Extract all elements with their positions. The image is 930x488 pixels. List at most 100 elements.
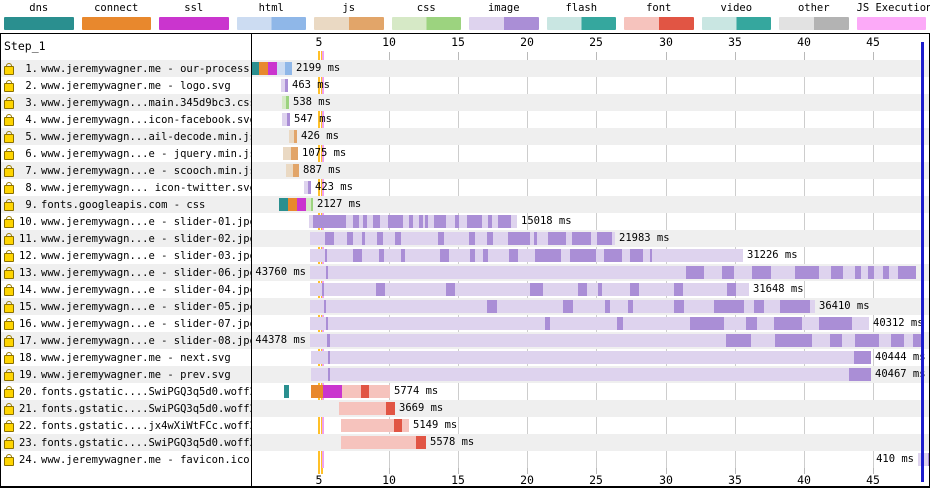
request-url[interactable]: www.jeremywagn...icon-facebook.svg [41,113,251,126]
bar-segment-dl[interactable] [294,130,297,143]
request-url[interactable]: www.jeremywagn...ail-decode.min.js [41,130,251,143]
bar-segment-wait[interactable] [289,130,294,143]
request-url[interactable]: www.jeremywagner.me - next.svg [41,351,231,364]
request-url[interactable]: fonts.googleapis.com - css [41,198,206,211]
bar-segment-ssl[interactable] [297,198,306,211]
bar-segment-dns[interactable] [279,198,288,211]
request-row[interactable]: 22. fonts.gstatic....jx4wXiWtFCc.woff2 [1,417,251,434]
request-row[interactable]: 1. www.jeremywagner.me - our-process [1,60,251,77]
waterfall-row[interactable]: 31648 ms [252,281,929,298]
request-row[interactable]: 10. www.jeremywagn...e - slider-01.jpg [1,213,251,230]
bar-segment-dl[interactable] [286,96,289,109]
request-url[interactable]: www.jeremywagn... icon-twitter.svg [41,181,251,194]
request-url[interactable]: www.jeremywagn...e - slider-05.jpg [41,300,251,313]
request-row[interactable]: 15. www.jeremywagn...e - slider-05.jpg [1,298,251,315]
waterfall-row[interactable]: 538 ms [252,94,929,111]
waterfall-row[interactable]: 423 ms [252,179,929,196]
bar-segment-connect[interactable] [311,385,323,398]
bar-segment-wait[interactable] [286,164,293,177]
bar-segment-wait[interactable] [282,113,287,126]
bar-segment-wait[interactable] [310,334,922,347]
request-url[interactable]: www.jeremywagn...e - jquery.min.js [41,147,251,160]
request-url[interactable]: www.jeremywagn...e - slider-04.jpg [41,283,251,296]
request-row[interactable]: 19. www.jeremywagner.me - prev.svg [1,366,251,383]
request-url[interactable]: www.jeremywagn...e - slider-01.jpg [41,215,251,228]
bar-segment-dl[interactable] [287,113,290,126]
bar-segment-wait[interactable] [311,351,871,364]
bar-segment-wait[interactable] [304,181,308,194]
waterfall-row[interactable]: 40312 ms [252,315,929,332]
bar-segment-wait[interactable] [309,215,517,228]
bar-segment-wait[interactable] [282,96,286,109]
bar-segment-wait[interactable] [310,283,749,296]
request-url[interactable]: fonts.gstatic....SwiPGQ3q5d0.woff2 [41,385,251,398]
request-row[interactable]: 5. www.jeremywagn...ail-decode.min.js [1,128,251,145]
bar-segment-wait[interactable] [342,385,390,398]
waterfall-row[interactable]: 43760 ms [252,264,929,281]
request-row[interactable]: 20. fonts.gstatic....SwiPGQ3q5d0.woff2 [1,383,251,400]
request-url[interactable]: fonts.gstatic....SwiPGQ3q5d0.woff2 [41,402,251,415]
bar-segment-dl[interactable] [285,62,292,75]
request-row[interactable]: 7. www.jeremywagn...e - scooch.min.js [1,162,251,179]
waterfall-row[interactable]: 40444 ms [252,349,929,366]
bar-segment-connect[interactable] [288,198,297,211]
request-url[interactable]: www.jeremywagner.me - favicon.ico [41,453,250,466]
bar-segment-wait[interactable] [310,249,743,262]
request-row[interactable]: 6. www.jeremywagn...e - jquery.min.js [1,145,251,162]
request-url[interactable]: fonts.gstatic....jx4wXiWtFCc.woff2 [41,419,251,432]
bar-segment-wait[interactable] [310,232,615,245]
waterfall-row[interactable]: 426 ms [252,128,929,145]
request-row[interactable]: 8. www.jeremywagn... icon-twitter.svg [1,179,251,196]
request-url[interactable]: www.jeremywagn...main.345d9bc3.css [41,96,251,109]
waterfall-chart[interactable]: 5 10 15 20 25 30 35 40 45 2199 ms 463 ms 538 ms 547… [252,34,929,486]
bar-segment-dl[interactable] [291,147,298,160]
request-url[interactable]: www.jeremywagn...e - slider-06.jpg [41,266,251,279]
bar-segment-dl[interactable] [311,198,313,211]
request-url[interactable]: www.jeremywagn...e - slider-08.jpg [41,334,251,347]
waterfall-row[interactable]: 5149 ms [252,417,929,434]
bar-segment-wait[interactable] [281,79,285,92]
request-url[interactable]: fonts.gstatic....SwiPGQ3q5d0.woff2 [41,436,251,449]
request-url[interactable]: www.jeremywagn...e - slider-07.jpg [41,317,251,330]
waterfall-row[interactable]: 887 ms [252,162,929,179]
waterfall-row[interactable]: 3669 ms [252,400,929,417]
bar-segment-wait[interactable] [310,300,815,313]
waterfall-row[interactable]: 40467 ms [252,366,929,383]
request-row[interactable]: 18. www.jeremywagner.me - next.svg [1,349,251,366]
bar-segment-ssl[interactable] [268,62,277,75]
bar-segment-wait[interactable] [277,62,285,75]
bar-segment-wait[interactable] [341,419,409,432]
request-url[interactable]: www.jeremywagn...e - scooch.min.js [41,164,251,177]
request-row[interactable]: 24. www.jeremywagner.me - favicon.ico [1,451,251,468]
request-url[interactable]: www.jeremywagner.me - logo.svg [41,79,231,92]
request-row[interactable]: 23. fonts.gstatic....SwiPGQ3q5d0.woff2 [1,434,251,451]
waterfall-row[interactable]: 547 ms [252,111,929,128]
waterfall-row[interactable]: 410 ms [252,451,929,468]
request-row[interactable]: 4. www.jeremywagn...icon-facebook.svg [1,111,251,128]
waterfall-row[interactable]: 15018 ms [252,213,929,230]
waterfall-row[interactable]: 5774 ms [252,383,929,400]
bar-segment-dns[interactable] [284,385,289,398]
bar-segment-wait[interactable] [306,198,311,211]
waterfall-row[interactable]: 463 ms [252,77,929,94]
waterfall-row[interactable]: 44378 ms [252,332,929,349]
request-row[interactable]: 9. fonts.googleapis.com - css [1,196,251,213]
request-row[interactable]: 3. www.jeremywagn...main.345d9bc3.css [1,94,251,111]
bar-segment-wait[interactable] [311,368,871,381]
waterfall-row[interactable]: 2127 ms [252,196,929,213]
bar-segment-wait[interactable] [339,402,395,415]
waterfall-row[interactable]: 36410 ms [252,298,929,315]
bar-segment-dl[interactable] [308,181,311,194]
bar-segment-connect[interactable] [259,62,268,75]
request-row[interactable]: 11. www.jeremywagn...e - slider-02.jpg [1,230,251,247]
bar-segment-ssl[interactable] [323,385,342,398]
request-row[interactable]: 21. fonts.gstatic....SwiPGQ3q5d0.woff2 [1,400,251,417]
bar-segment-dns[interactable] [252,62,259,75]
bar-segment-dl[interactable] [293,164,299,177]
bar-segment-wait[interactable] [310,317,869,330]
bar-segment-dl[interactable] [285,79,288,92]
request-row[interactable]: 12. www.jeremywagn...e - slider-03.jpg [1,247,251,264]
request-row[interactable]: 2. www.jeremywagner.me - logo.svg [1,77,251,94]
bar-segment-wait[interactable] [310,266,916,279]
waterfall-row[interactable]: 21983 ms [252,230,929,247]
